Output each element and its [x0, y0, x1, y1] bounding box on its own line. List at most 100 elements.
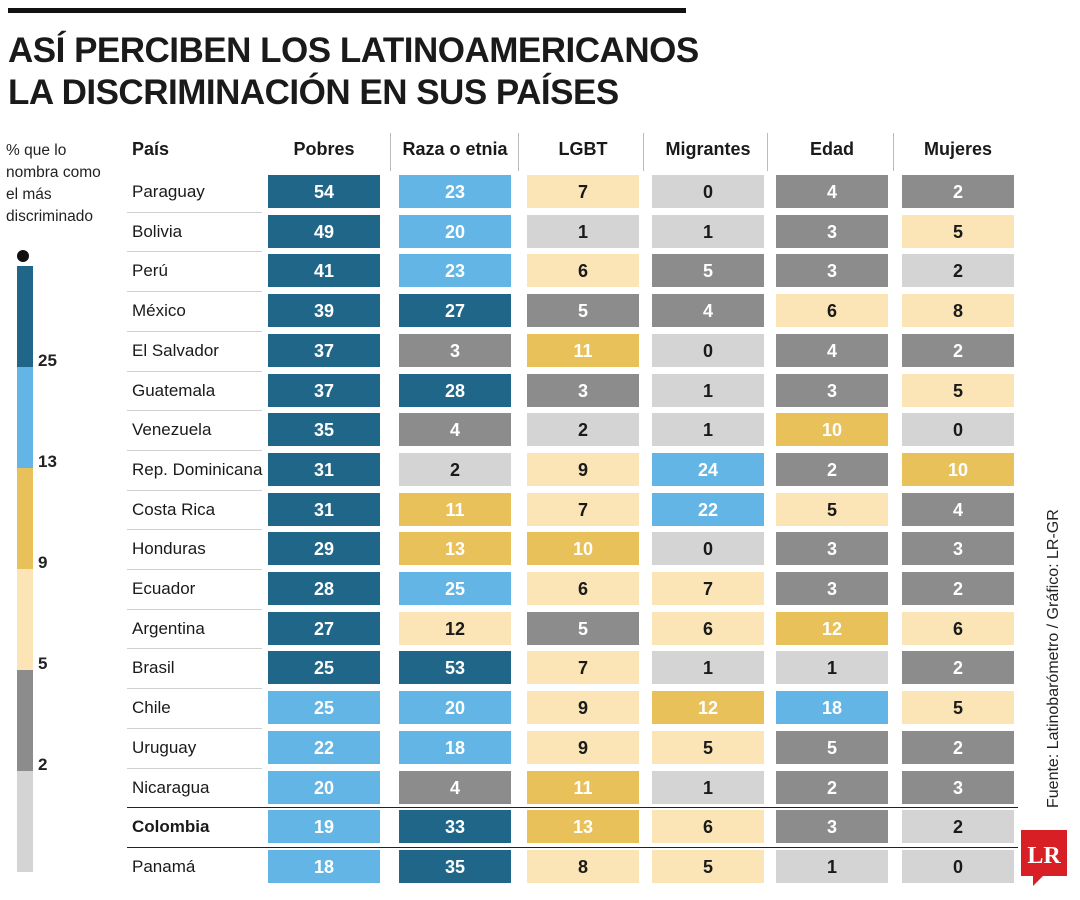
- value-cell: 18: [776, 691, 888, 725]
- value-cell: 31: [268, 452, 380, 486]
- value-cell: 12: [399, 611, 511, 645]
- value-cell: 1: [652, 373, 764, 407]
- row-separator: [127, 291, 262, 293]
- value-cell: 23: [399, 175, 511, 208]
- value-cell: 12: [652, 691, 764, 725]
- value-cell: 3: [776, 373, 888, 407]
- title-rule: [8, 8, 686, 13]
- source-note: Fuente: Latinobarómetro / Gráfico: LR-GR: [1045, 509, 1062, 808]
- header-separator: [518, 133, 519, 171]
- header-separator: [893, 133, 894, 171]
- country-label: Perú: [132, 261, 168, 281]
- value-cell: 1: [527, 214, 639, 248]
- country-label: Rep. Dominicana: [132, 459, 263, 479]
- row-separator: [127, 727, 262, 729]
- value-cell: 9: [527, 730, 639, 764]
- value-cell: 2: [902, 810, 1014, 844]
- legend-threshold-label: 25: [38, 351, 57, 370]
- value-cell: 7: [527, 651, 639, 685]
- column-header: Edad: [809, 139, 854, 159]
- value-cell: 3: [776, 532, 888, 566]
- value-cell: 35: [268, 413, 380, 447]
- value-cell: 2: [776, 770, 888, 804]
- legend-segment: [17, 367, 33, 468]
- row-separator: [127, 489, 262, 491]
- value-cell: 3: [776, 214, 888, 248]
- value-cell: 18: [268, 849, 380, 883]
- value-cell: 0: [652, 333, 764, 367]
- country-label: Paraguay: [132, 182, 205, 201]
- legend-threshold-label: 5: [38, 654, 48, 673]
- value-cell: 29: [268, 532, 380, 566]
- value-cell: 28: [399, 373, 511, 407]
- value-cell: 25: [268, 651, 380, 685]
- value-cell: 5: [902, 691, 1014, 725]
- value-cell: 49: [268, 214, 380, 248]
- country-label: Uruguay: [132, 737, 197, 757]
- highlight-row-border: [127, 807, 1018, 809]
- value-cell: 4: [776, 333, 888, 367]
- value-cell: 5: [902, 373, 1014, 407]
- value-cell: 2: [902, 651, 1014, 685]
- column-header: LGBT: [558, 139, 608, 159]
- value-cell: 37: [268, 333, 380, 367]
- legend-segment: [17, 266, 33, 367]
- country-label: Honduras: [132, 539, 206, 559]
- value-cell: 37: [268, 373, 380, 407]
- value-cell: 53: [399, 651, 511, 685]
- value-cell: 6: [527, 572, 639, 605]
- row-separator: [127, 648, 262, 650]
- country-label: México: [132, 301, 186, 321]
- row-separator: [127, 370, 262, 372]
- value-cell: 7: [527, 175, 639, 208]
- legend-segment: [17, 771, 33, 872]
- value-cell: 20: [399, 691, 511, 725]
- chart-title: ASÍ PERCIBEN LOS LATINOAMERICANOS LA DIS…: [8, 31, 699, 112]
- value-cell: 4: [399, 413, 511, 447]
- value-cell: 25: [399, 572, 511, 605]
- country-label: Bolivia: [132, 221, 183, 241]
- row-separator: [127, 767, 262, 769]
- value-cell: 4: [902, 492, 1014, 526]
- value-cell: 2: [527, 413, 639, 447]
- header-separator: [390, 133, 391, 171]
- value-cell: 13: [399, 532, 511, 566]
- legend-dot: [17, 250, 29, 262]
- value-cell: 25: [268, 691, 380, 725]
- value-cell: 5: [527, 294, 639, 328]
- country-label: Chile: [132, 698, 171, 718]
- value-cell: 22: [652, 492, 764, 526]
- value-cell: 23: [399, 254, 511, 288]
- value-cell: 4: [399, 770, 511, 804]
- value-cell: 2: [776, 452, 888, 486]
- value-cell: 1: [652, 413, 764, 447]
- legend-segment: [17, 670, 33, 771]
- country-label: Nicaragua: [132, 777, 210, 797]
- value-cell: 35: [399, 849, 511, 883]
- value-cell: 1: [776, 651, 888, 685]
- value-cell: 5: [652, 730, 764, 764]
- logo-text: LR: [1027, 843, 1061, 869]
- value-cell: 3: [902, 770, 1014, 804]
- value-cell: 10: [776, 413, 888, 447]
- value-cell: 41: [268, 254, 380, 288]
- row-separator: [127, 251, 262, 253]
- country-label: Colombia: [132, 817, 210, 837]
- row-separator: [127, 688, 262, 690]
- value-cell: 8: [527, 849, 639, 883]
- value-cell: 20: [399, 214, 511, 248]
- legend-threshold-label: 13: [38, 452, 57, 471]
- value-cell: 33: [399, 810, 511, 844]
- row-separator: [127, 449, 262, 451]
- value-cell: 3: [902, 532, 1014, 566]
- value-cell: 22: [268, 730, 380, 764]
- value-cell: 4: [652, 294, 764, 328]
- value-cell: 5: [652, 849, 764, 883]
- row-separator: [127, 330, 262, 332]
- value-cell: 0: [902, 849, 1014, 883]
- country-label: Guatemala: [132, 380, 216, 400]
- legend-color-scale: [17, 266, 33, 872]
- value-cell: 2: [902, 730, 1014, 764]
- value-cell: 2: [902, 572, 1014, 605]
- value-cell: 18: [399, 730, 511, 764]
